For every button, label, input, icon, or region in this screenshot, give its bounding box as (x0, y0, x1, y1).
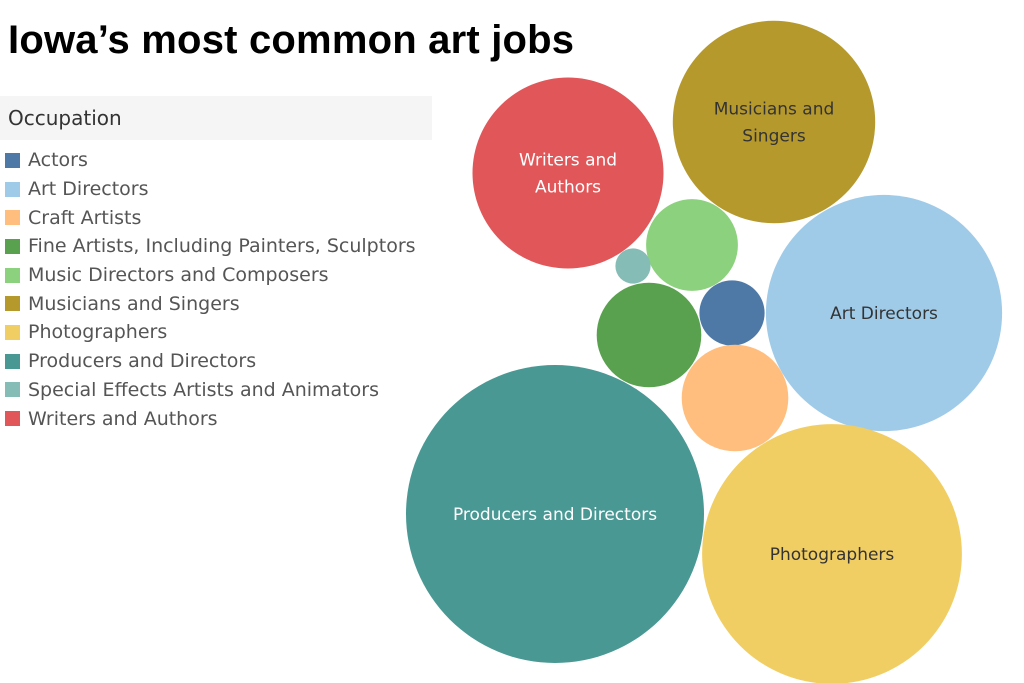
bubble-craft-artists[interactable] (681, 344, 789, 452)
legend-item-art-directors[interactable]: Art Directors (0, 175, 432, 204)
legend-item-fine-artists-including-painters-sculptors[interactable]: Fine Artists, Including Painters, Sculpt… (0, 232, 432, 261)
bubble-label-photographers: Photographers (770, 545, 895, 565)
bubble-label-writers-and-authors: Authors (535, 178, 601, 198)
legend-item-writers-and-authors[interactable]: Writers and Authors (0, 404, 432, 433)
legend-item-special-effects-artists-and-animators[interactable]: Special Effects Artists and Animators (0, 376, 432, 405)
legend-item-craft-artists[interactable]: Craft Artists (0, 203, 432, 232)
bubble-label-producers-and-directors: Producers and Directors (453, 505, 657, 525)
bubble-art-directors[interactable] (765, 194, 1003, 432)
bubble-fine-artists-including-painters-sculptors[interactable] (596, 282, 702, 388)
bubble-label-musicians-and-singers: Singers (742, 127, 806, 147)
legend-swatch (5, 267, 20, 283)
bubble-writers-and-authors[interactable] (472, 77, 664, 269)
chart-title: Iowa’s most common art jobs (8, 18, 575, 62)
legend-item-actors[interactable]: Actors (0, 146, 432, 175)
legend-header: Occupation (0, 96, 432, 140)
legend-item-musicians-and-singers[interactable]: Musicians and Singers (0, 289, 432, 318)
legend-item-photographers[interactable]: Photographers (0, 318, 432, 347)
bubble-actors[interactable] (699, 280, 765, 346)
bubble-photographers[interactable] (702, 424, 962, 683)
legend-swatch (5, 411, 20, 427)
legend-swatch (5, 296, 20, 312)
legend-swatch (5, 238, 20, 254)
legend-label: Music Directors and Composers (28, 264, 329, 287)
legend-item-music-directors-and-composers[interactable]: Music Directors and Composers (0, 261, 432, 290)
legend-item-producers-and-directors[interactable]: Producers and Directors (0, 347, 432, 376)
legend-label: Musicians and Singers (28, 292, 240, 315)
legend-label: Craft Artists (28, 206, 142, 229)
legend-swatch (5, 353, 20, 369)
bubble-label-writers-and-authors: Writers and (519, 151, 617, 171)
legend-swatch (5, 382, 20, 398)
bubble-music-directors-and-composers[interactable] (646, 199, 738, 291)
legend-label: Actors (28, 149, 88, 172)
legend-label: Writers and Authors (28, 407, 218, 430)
legend-swatch (5, 324, 20, 340)
legend-label: Photographers (28, 321, 168, 344)
legend-label: Fine Artists, Including Painters, Sculpt… (28, 235, 416, 258)
legend-list: Actors Art Directors Craft Artists Fine Art… (0, 146, 432, 433)
legend-swatch (5, 152, 20, 168)
legend-label: Producers and Directors (28, 350, 257, 373)
bubble-special-effects-artists-and-animators[interactable] (615, 248, 651, 284)
bubble-label-musicians-and-singers: Musicians and (714, 100, 835, 120)
bubble-producers-and-directors[interactable] (406, 365, 704, 663)
legend-label: Art Directors (28, 178, 149, 201)
legend-swatch (5, 210, 20, 226)
legend: Occupation Actors Art Directors Craft Arti… (0, 96, 432, 433)
bubble-label-art-directors: Art Directors (830, 304, 938, 324)
bubble-musicians-and-singers[interactable] (672, 20, 876, 224)
legend-swatch (5, 181, 20, 197)
legend-label: Special Effects Artists and Animators (28, 378, 379, 401)
